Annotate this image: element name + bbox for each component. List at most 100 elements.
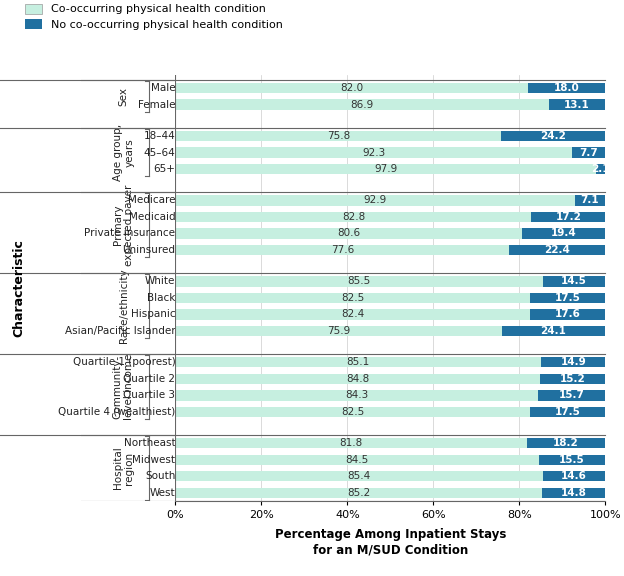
Text: Characteristic: Characteristic xyxy=(12,239,25,337)
Text: 17.5: 17.5 xyxy=(555,407,580,417)
Bar xyxy=(175,276,543,286)
Text: Quartile 3: Quartile 3 xyxy=(124,391,175,400)
Bar xyxy=(502,326,605,336)
Text: Medicare: Medicare xyxy=(128,195,175,206)
Text: Hospital
region: Hospital region xyxy=(113,447,134,490)
Bar xyxy=(175,357,541,367)
Text: 75.8: 75.8 xyxy=(327,131,350,141)
Text: 75.9: 75.9 xyxy=(327,326,350,336)
Text: Sex: Sex xyxy=(119,87,129,106)
Bar xyxy=(175,147,572,158)
Text: 82.5: 82.5 xyxy=(341,407,364,417)
Bar xyxy=(575,195,605,206)
Bar xyxy=(175,83,528,93)
Text: Hispanic: Hispanic xyxy=(131,309,175,320)
Text: Male: Male xyxy=(151,83,175,93)
Text: 82.0: 82.0 xyxy=(340,83,363,93)
Text: 84.3: 84.3 xyxy=(345,391,368,400)
Bar xyxy=(542,471,605,482)
Text: Asian/Pacific Islander: Asian/Pacific Islander xyxy=(65,326,175,336)
Bar xyxy=(509,245,605,255)
Bar xyxy=(175,391,538,400)
Text: 15.7: 15.7 xyxy=(558,391,585,400)
Text: 45–64: 45–64 xyxy=(144,147,175,157)
Bar xyxy=(175,228,522,238)
Text: Black: Black xyxy=(147,293,175,303)
Text: Medicaid: Medicaid xyxy=(129,212,175,222)
Text: 80.6: 80.6 xyxy=(337,229,360,238)
Text: Private insurance: Private insurance xyxy=(84,229,175,238)
Text: 24.1: 24.1 xyxy=(540,326,567,336)
Text: South: South xyxy=(145,471,175,482)
Text: 18.0: 18.0 xyxy=(553,83,580,93)
Text: 85.1: 85.1 xyxy=(347,357,370,367)
Bar xyxy=(175,245,509,255)
Bar xyxy=(522,228,605,238)
Text: 77.6: 77.6 xyxy=(331,245,354,255)
Bar xyxy=(528,83,605,93)
Bar xyxy=(175,131,501,141)
Text: 85.5: 85.5 xyxy=(348,276,371,286)
Legend: Co-occurring physical health condition, No co-occurring physical health conditio: Co-occurring physical health condition, … xyxy=(25,3,283,30)
Text: Quartile 4 (wealthiest): Quartile 4 (wealthiest) xyxy=(58,407,175,417)
Text: 22.4: 22.4 xyxy=(544,245,570,255)
Text: 24.2: 24.2 xyxy=(540,131,566,141)
Bar xyxy=(501,131,605,141)
Bar xyxy=(175,309,530,320)
Text: 97.9: 97.9 xyxy=(374,164,397,174)
Text: 85.4: 85.4 xyxy=(348,471,371,482)
Bar xyxy=(175,374,540,384)
Bar xyxy=(175,471,542,482)
Text: Female: Female xyxy=(138,100,175,109)
Bar xyxy=(543,276,605,286)
Text: West: West xyxy=(150,488,175,498)
Text: Quartile 2: Quartile 2 xyxy=(124,374,175,384)
Bar xyxy=(542,488,605,498)
Text: 2.1: 2.1 xyxy=(592,164,610,174)
Text: 81.8: 81.8 xyxy=(339,438,363,448)
Text: 7.1: 7.1 xyxy=(581,195,599,206)
Bar xyxy=(597,164,605,174)
Bar xyxy=(175,407,530,417)
Text: Uninsured: Uninsured xyxy=(122,245,175,255)
Bar xyxy=(549,100,605,110)
Text: 84.8: 84.8 xyxy=(346,374,369,384)
Bar xyxy=(175,488,542,498)
Bar xyxy=(175,326,502,336)
X-axis label: Percentage Among Inpatient Stays
for an M/SUD Condition: Percentage Among Inpatient Stays for an … xyxy=(275,529,506,556)
Bar xyxy=(530,293,605,303)
Text: 17.6: 17.6 xyxy=(555,309,580,320)
Text: Age group,
years: Age group, years xyxy=(113,124,134,181)
Bar xyxy=(538,391,605,400)
Text: 82.5: 82.5 xyxy=(341,293,364,303)
Text: Race/ethnicity: Race/ethnicity xyxy=(119,269,129,343)
Bar xyxy=(175,195,575,206)
Text: 85.2: 85.2 xyxy=(347,488,370,498)
Bar xyxy=(175,293,530,303)
Text: 92.9: 92.9 xyxy=(364,195,387,206)
Text: 7.7: 7.7 xyxy=(579,147,598,157)
Bar xyxy=(175,100,549,110)
Bar xyxy=(572,147,605,158)
Text: 17.5: 17.5 xyxy=(555,293,580,303)
Text: 15.5: 15.5 xyxy=(559,455,585,465)
Bar xyxy=(540,374,605,384)
Bar xyxy=(175,454,539,465)
Text: 14.6: 14.6 xyxy=(561,471,587,482)
Text: Northeast: Northeast xyxy=(124,438,175,448)
Bar xyxy=(532,212,605,222)
Text: 15.2: 15.2 xyxy=(560,374,585,384)
Text: 14.8: 14.8 xyxy=(560,488,587,498)
Bar xyxy=(539,454,605,465)
Bar xyxy=(527,438,605,449)
Text: 13.1: 13.1 xyxy=(564,100,590,109)
Text: 65+: 65+ xyxy=(154,164,175,174)
Bar xyxy=(530,309,605,320)
Text: 82.4: 82.4 xyxy=(341,309,364,320)
Text: 82.8: 82.8 xyxy=(342,212,365,222)
Text: Primary
expected payer: Primary expected payer xyxy=(113,184,134,266)
Text: 84.5: 84.5 xyxy=(346,455,369,465)
Text: 19.4: 19.4 xyxy=(551,229,577,238)
Text: White: White xyxy=(145,276,175,286)
Bar xyxy=(175,212,532,222)
